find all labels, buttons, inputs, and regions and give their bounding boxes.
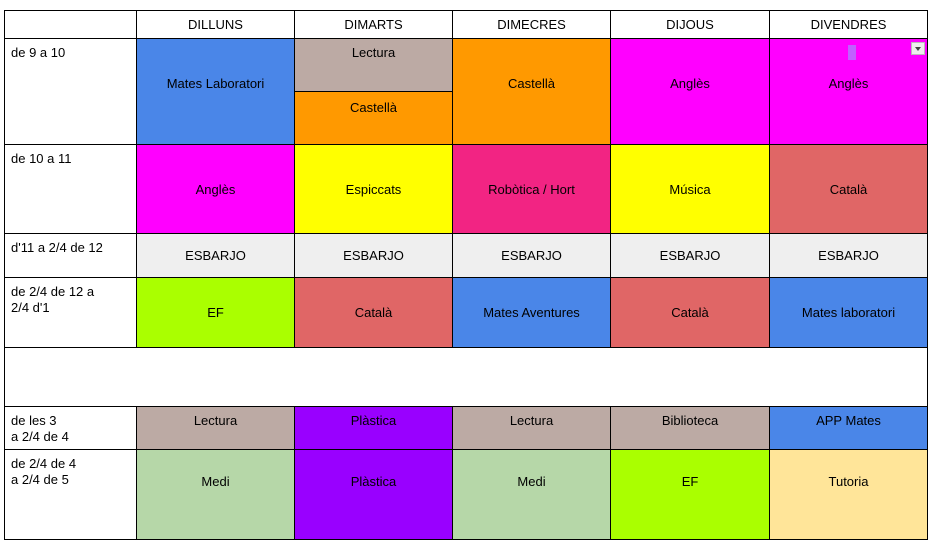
time-label[interactable]: d'11 a 2/4 de 12: [4, 233, 137, 278]
time-label[interactable]: de 10 a 11: [4, 144, 137, 234]
day-header[interactable]: DIVENDRES: [769, 10, 928, 39]
time-row: de les 3 a 2/4 de 4 Lectura Plàstica Lectur…: [4, 406, 928, 450]
text-cursor: [848, 45, 856, 60]
class-cell[interactable]: Espiccats: [294, 144, 453, 234]
time-row: d'11 a 2/4 de 12 ESBARJO ESBARJO ESBARJO ESB…: [4, 233, 928, 278]
time-label[interactable]: de 9 a 10: [4, 38, 137, 145]
class-cell[interactable]: Plàstica: [294, 406, 453, 450]
header-row: DILLUNS DIMARTS DIMECRES DIJOUS DIVENDRES: [4, 10, 928, 39]
time-row: de 2/4 de 12 a 2/4 d'1 EF Català Mates Aven…: [4, 277, 928, 348]
time-label[interactable]: de les 3 a 2/4 de 4: [4, 406, 137, 450]
class-cell[interactable]: Anglès: [769, 38, 928, 145]
class-cell[interactable]: Català: [769, 144, 928, 234]
class-cell[interactable]: EF: [136, 277, 295, 348]
timetable: DILLUNS DIMARTS DIMECRES DIJOUS DIVENDRES de …: [4, 10, 928, 540]
time-row-sub: Castellà: [5, 91, 928, 145]
class-cell[interactable]: EF: [610, 449, 770, 540]
day-header[interactable]: DIMECRES: [452, 10, 611, 39]
class-cell[interactable]: Medi: [452, 449, 611, 540]
class-cell[interactable]: ESBARJO: [769, 233, 928, 278]
class-cell[interactable]: Robòtica / Hort: [452, 144, 611, 234]
class-cell[interactable]: APP Mates: [769, 406, 928, 450]
class-cell[interactable]: ESBARJO: [452, 233, 611, 278]
dropdown-arrow-icon[interactable]: [911, 42, 925, 55]
time-row: de 10 a 11 Anglès Espiccats Robòtica / Hort…: [4, 144, 928, 234]
time-label[interactable]: de 2/4 de 4 a 2/4 de 5: [4, 449, 137, 540]
class-cell[interactable]: Mates Laboratori: [136, 38, 295, 145]
day-header[interactable]: DIJOUS: [610, 10, 770, 39]
class-cell[interactable]: Anglès: [136, 144, 295, 234]
class-cell[interactable]: Lectura: [452, 406, 611, 450]
class-cell[interactable]: Plàstica: [294, 449, 453, 540]
day-header[interactable]: DIMARTS: [294, 10, 453, 39]
class-cell[interactable]: Castellà: [294, 91, 453, 145]
class-cell[interactable]: Medi: [136, 449, 295, 540]
class-cell[interactable]: Mates Aventures: [452, 277, 611, 348]
time-label[interactable]: de 2/4 de 12 a 2/4 d'1: [4, 277, 137, 348]
class-label: Anglès: [670, 76, 710, 91]
corner-cell[interactable]: [4, 10, 137, 39]
time-row: de 9 a 10 Mates Laboratori Lectura Castellà…: [4, 38, 928, 145]
class-label: Castellà: [508, 76, 555, 91]
empty-cell[interactable]: [4, 347, 928, 407]
class-cell[interactable]: Mates laboratori: [769, 277, 928, 348]
class-label: Mates Laboratori: [166, 76, 265, 91]
class-label: Anglès: [828, 76, 869, 91]
class-cell[interactable]: ESBARJO: [136, 233, 295, 278]
class-cell[interactable]: Tutoria: [769, 449, 928, 540]
day-header[interactable]: DILLUNS: [136, 10, 295, 39]
class-cell[interactable]: ESBARJO: [610, 233, 770, 278]
class-cell[interactable]: Lectura: [294, 38, 453, 92]
class-cell[interactable]: ESBARJO: [294, 233, 453, 278]
class-cell[interactable]: Català: [294, 277, 453, 348]
class-cell[interactable]: Biblioteca: [610, 406, 770, 450]
class-cell[interactable]: Anglès: [610, 38, 770, 145]
empty-row: [4, 347, 928, 407]
class-cell[interactable]: Lectura: [136, 406, 295, 450]
class-cell[interactable]: Música: [610, 144, 770, 234]
class-cell[interactable]: Català: [610, 277, 770, 348]
time-row: de 2/4 de 4 a 2/4 de 5 Medi Plàstica Medi EF…: [4, 449, 928, 540]
class-cell[interactable]: Castellà: [452, 38, 611, 145]
